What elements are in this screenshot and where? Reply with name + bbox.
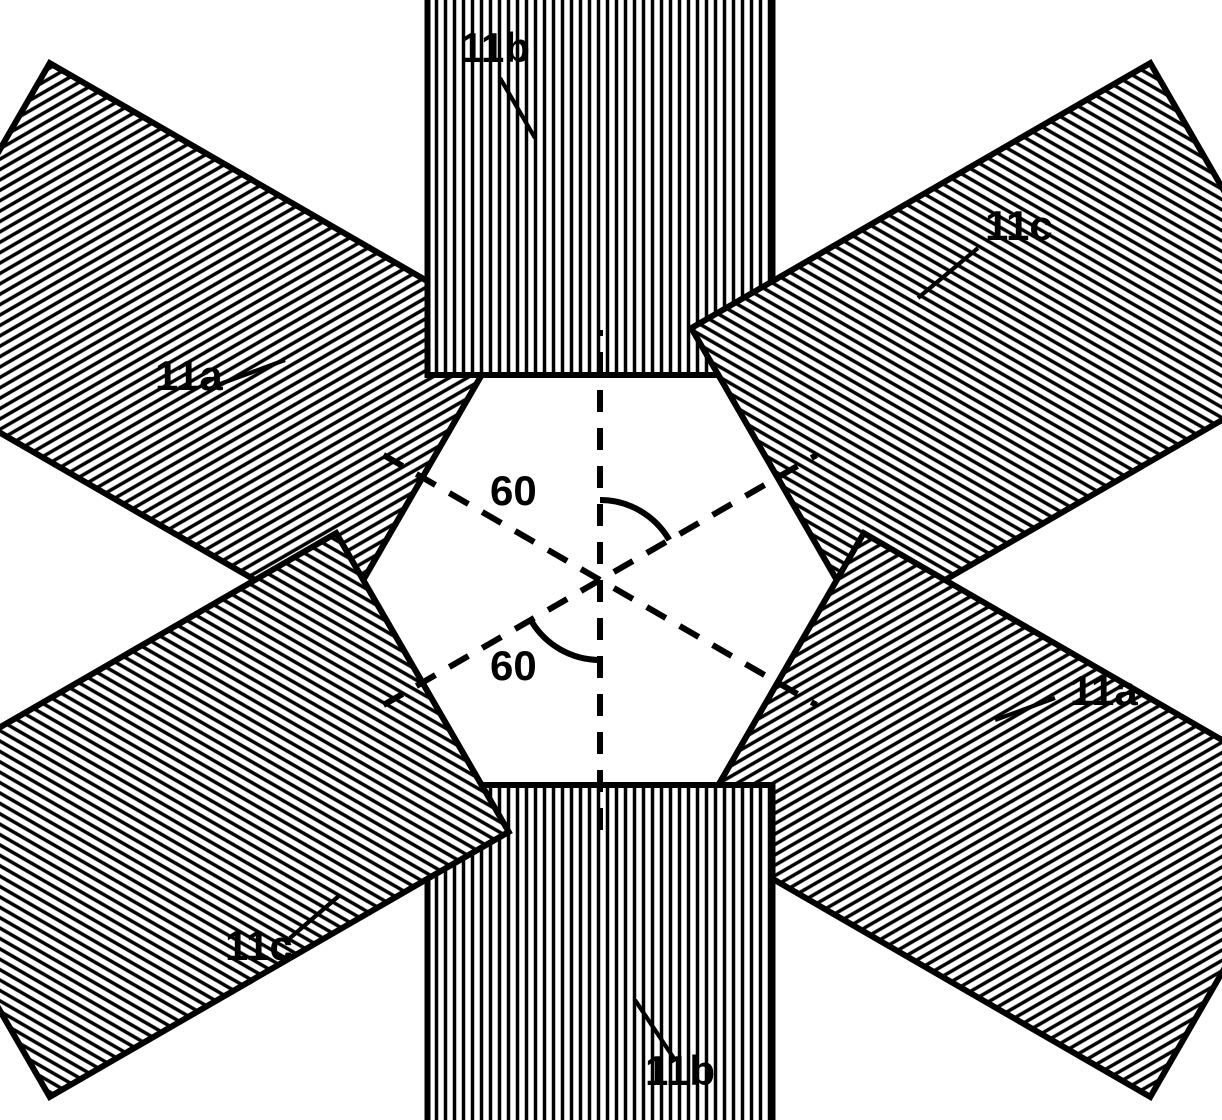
segment-label: 11a (155, 352, 223, 399)
angle-label: 60 (490, 467, 537, 514)
segment-label: 11c (225, 922, 293, 969)
segment-label: 11c (985, 202, 1053, 249)
segment-label: 11a (1070, 667, 1138, 714)
segment-label: 11b (645, 1047, 715, 1094)
angle-label: 60 (490, 642, 537, 689)
segment-label: 11b (460, 24, 530, 71)
